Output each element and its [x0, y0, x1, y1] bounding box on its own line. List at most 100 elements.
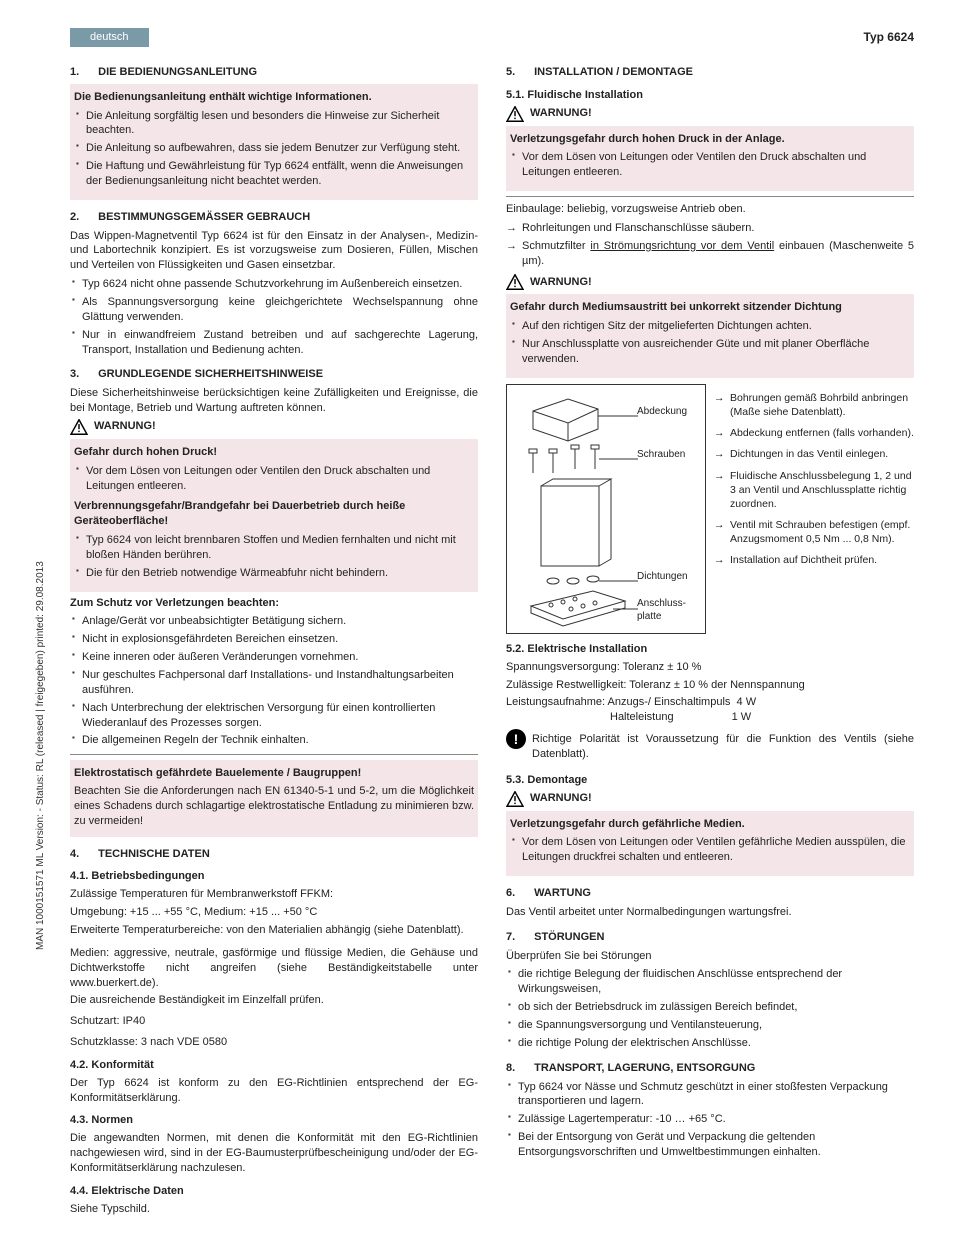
list-item: Keine inneren oder äußeren Veränderungen…: [70, 650, 478, 665]
section-5-2-title: 5.2. Elektrische Installation: [506, 642, 914, 657]
info-text: Richtige Polarität ist Voraussetzung für…: [532, 732, 914, 762]
section-4-3-title: 4.3. Normen: [70, 1113, 478, 1128]
warning-box: Verletzungsgefahr durch hohen Druck in d…: [506, 126, 914, 192]
list-item: Bei der Entsorgung von Gerät und Verpack…: [506, 1130, 914, 1160]
warning-label: WARNUNG!: [530, 106, 592, 121]
info-polarity: ! Richtige Polarität ist Voraussetzung f…: [506, 729, 914, 765]
ip-rating: Schutzart: IP40: [70, 1014, 478, 1029]
list-item: Nicht in explosionsgefährdeten Bereichen…: [70, 632, 478, 647]
type-label: Typ 6624: [864, 29, 914, 45]
esd-box: Elektrostatisch gefährdete Bauelemente /…: [70, 760, 478, 836]
list-item: Zulässige Lagertemperatur: -10 … +65 °C.: [506, 1112, 914, 1127]
separator: [70, 754, 478, 755]
list-item: ob sich der Betriebsdruck im zulässigen …: [506, 1000, 914, 1015]
list-item: Nach Unterbrechung der elektrischen Vers…: [70, 701, 478, 731]
arrow-item: Installation auf Dichtheit prüfen.: [714, 553, 914, 567]
language-tab: deutsch: [70, 28, 149, 47]
warning-label: WARNUNG!: [94, 419, 156, 434]
list-item: Vor dem Lösen von Leitungen oder Ventile…: [74, 464, 474, 494]
list-item: Anlage/Gerät vor unbeabsichtigter Betäti…: [70, 614, 478, 629]
esd-text: Beachten Sie die Anforderungen nach EN 6…: [74, 784, 474, 829]
warning-title: Verletzungsgefahr durch gefährliche Medi…: [510, 817, 910, 832]
list-item: Typ 6624 nicht ohne passende Schutzvorke…: [70, 277, 478, 292]
temp-values: Umgebung: +15 ... +55 °C, Medium: +15 ..…: [70, 905, 478, 920]
arrow-item: Rohrleitungen und Flanschanschlüsse säub…: [506, 221, 914, 236]
header-row: deutsch Typ 6624: [70, 28, 914, 47]
warning-box: Verletzungsgefahr durch gefährliche Medi…: [506, 811, 914, 877]
faults-intro: Überprüfen Sie bei Störungen: [506, 949, 914, 964]
section-6-title: 6. WARTUNG: [506, 886, 914, 901]
diagram-label-screws: Schrauben: [637, 448, 685, 462]
left-column: 1. DIE BEDIENUNGSANLEITUNG Die Bedienung…: [70, 55, 478, 1220]
s1-intro: Die Bedienungsanleitung enthält wichtige…: [74, 90, 474, 105]
doc-meta-vertical: MAN 1000151571 ML Version: - Status: RL …: [34, 561, 48, 950]
conformity-text: Der Typ 6624 ist konform zu den EG-Richt…: [70, 1076, 478, 1106]
section-1-title: 1. DIE BEDIENUNGSANLEITUNG: [70, 65, 478, 80]
media-text: Medien: aggressive, neutrale, gasförmige…: [70, 946, 478, 991]
diagram-image: Abdeckung Schrauben Dichtungen Anschluss…: [506, 384, 706, 634]
arrow-item: Bohrungen gemäß Bohrbild anbringen (Maße…: [714, 391, 914, 419]
media-check: Die ausreichende Beständigkeit im Einzel…: [70, 993, 478, 1008]
diagram-steps: Bohrungen gemäß Bohrbild anbringen (Maße…: [714, 384, 914, 634]
warning-icon: [506, 791, 524, 807]
safety-subtitle: Zum Schutz vor Verletzungen beachten:: [70, 596, 478, 611]
separator: [506, 196, 914, 197]
warning-icon: [506, 106, 524, 122]
valve-diagram-svg: [513, 391, 703, 631]
list-item: die Spannungsversorgung und Ventilansteu…: [506, 1018, 914, 1033]
list-item: Als Spannungsversorgung keine gleichgeri…: [70, 295, 478, 325]
diagram-label-seals: Dichtungen: [637, 570, 688, 584]
info-icon: !: [506, 729, 526, 749]
voltage-tolerance: Spannungsversorgung: Toleranz ± 10 %: [506, 660, 914, 675]
right-column: 5. INSTALLATION / DEMONTAGE 5.1. Fluidis…: [506, 55, 914, 1220]
section-7-title: 7. STÖRUNGEN: [506, 930, 914, 945]
power-spec: Leistungsaufnahme: Anzugs-/ Einschaltimp…: [506, 695, 914, 725]
warning-heading: WARNUNG!: [506, 274, 914, 290]
section-4-2-title: 4.2. Konformität: [70, 1058, 478, 1073]
warning-title: Verbrennungsgefahr/Brandgefahr bei Dauer…: [74, 499, 474, 529]
diagram-label-cover: Abdeckung: [637, 405, 687, 419]
electrical-data-text: Siehe Typschild.: [70, 1202, 478, 1217]
list-item: Vor dem Lösen von Leitungen oder Ventile…: [510, 835, 910, 865]
section-3-title: 3. GRUNDLEGENDE SICHERHEITSHINWEISE: [70, 367, 478, 382]
arrow-item: Fluidische Anschlussbelegung 1, 2 und 3 …: [714, 469, 914, 512]
list-item: Die Anleitung sorgfältig lesen und beson…: [74, 109, 474, 139]
temp-ext: Erweiterte Temperaturbereiche: von den M…: [70, 923, 478, 938]
arrow-item: Schmutzfilter in Strömungsrichtung vor d…: [506, 239, 914, 269]
list-item: Die allgemeinen Regeln der Technik einha…: [70, 733, 478, 748]
list-item: Nur in einwandfreiem Zustand betreiben u…: [70, 328, 478, 358]
warning-box: Gefahr durch Mediumsaustritt bei unkorre…: [506, 294, 914, 377]
warning-title: Verletzungsgefahr durch hohen Druck in d…: [510, 132, 910, 147]
s2-intro: Das Wippen-Magnetventil Typ 6624 ist für…: [70, 229, 478, 274]
list-item: Auf den richtigen Sitz der mitgelieferte…: [510, 319, 910, 334]
warning-title: Gefahr durch Mediumsaustritt bei unkorre…: [510, 300, 910, 315]
section-5-1-title: 5.1. Fluidische Installation: [506, 88, 914, 103]
list-item: die richtige Belegung der fluidischen An…: [506, 967, 914, 997]
protection-class: Schutzklasse: 3 nach VDE 0580: [70, 1035, 478, 1050]
temp-intro: Zulässige Temperaturen für Membranwerkst…: [70, 887, 478, 902]
s3-intro: Diese Sicherheitshinweise berücksichtige…: [70, 386, 478, 416]
einbaulage: Einbaulage: beliebig, vorzugsweise Antri…: [506, 202, 914, 217]
section-4-title: 4. TECHNISCHE DATEN: [70, 847, 478, 862]
section-4-1-title: 4.1. Betriebsbedingungen: [70, 869, 478, 884]
list-item: Die Anleitung so aufbewahren, dass sie j…: [74, 141, 474, 156]
section-5-3-title: 5.3. Demontage: [506, 773, 914, 788]
ripple-tolerance: Zulässige Restwelligkeit: Toleranz ± 10 …: [506, 678, 914, 693]
list-item: Nur geschultes Fachpersonal darf Install…: [70, 668, 478, 698]
arrow-item: Dichtungen in das Ventil einlegen.: [714, 447, 914, 461]
warning-label: WARNUNG!: [530, 275, 592, 290]
section-2-title: 2. BESTIMMUNGSGEMÄSSER GEBRAUCH: [70, 210, 478, 225]
diagram-label-plate: Anschluss-platte: [637, 597, 686, 624]
section-5-title: 5. INSTALLATION / DEMONTAGE: [506, 65, 914, 80]
warning-icon: [70, 419, 88, 435]
warning-label: WARNUNG!: [530, 791, 592, 806]
maintenance-text: Das Ventil arbeitet unter Normalbedingun…: [506, 905, 914, 920]
warning-heading: WARNUNG!: [506, 791, 914, 807]
warning-icon: [506, 274, 524, 290]
warning-heading: WARNUNG!: [70, 419, 478, 435]
warning-title: Gefahr durch hohen Druck!: [74, 445, 474, 460]
arrow-item: Abdeckung entfernen (falls vorhanden).: [714, 426, 914, 440]
warning-box: Gefahr durch hohen Druck! Vor dem Lösen …: [70, 439, 478, 592]
list-item: Typ 6624 von leicht brennbaren Stoffen u…: [74, 533, 474, 563]
section-8-title: 8. TRANSPORT, LAGERUNG, ENTSORGUNG: [506, 1061, 914, 1076]
